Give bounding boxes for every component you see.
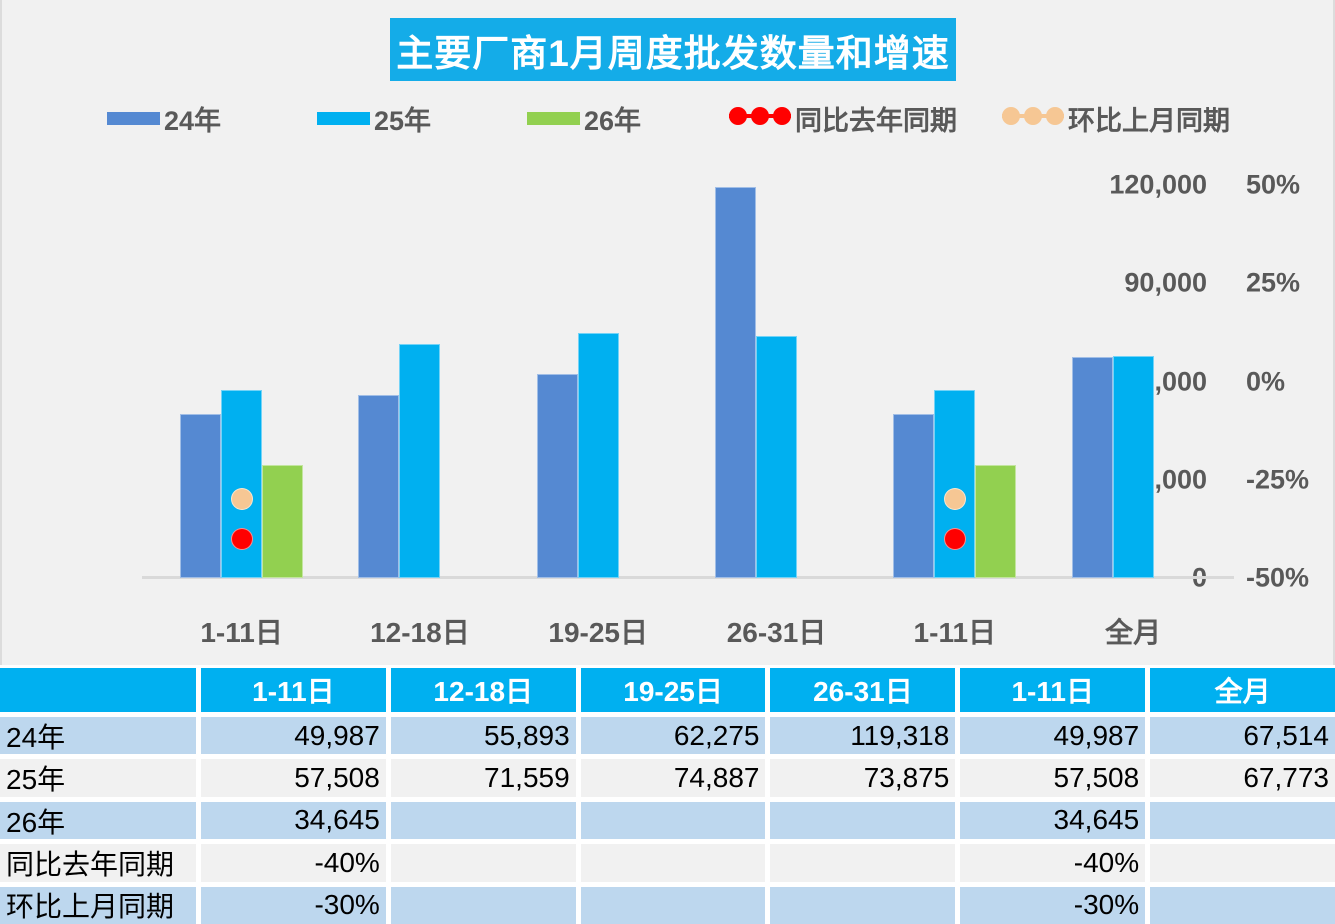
y-axis-tick-left: 90,000 <box>1124 267 1207 298</box>
table-cell: -40% <box>960 844 1146 882</box>
legend-label: 24年 <box>164 105 222 136</box>
chart-bar <box>934 389 976 578</box>
table-header-cell: 12-18日 <box>390 668 576 712</box>
y-axis-tick-right: -25% <box>1246 464 1310 495</box>
table-header-cell <box>0 668 196 712</box>
chart-bar <box>577 332 619 578</box>
chart-bar <box>399 343 441 578</box>
legend-bar-swatch-icon <box>317 111 370 125</box>
table-cell: 74,887 <box>580 759 766 797</box>
legend-bar-swatch-icon <box>527 111 580 125</box>
chart-bar <box>536 374 578 578</box>
table-cell: 49,987 <box>960 717 1146 755</box>
legend-bar-swatch-icon <box>107 111 160 125</box>
y-axis-tick-right: 0% <box>1246 366 1286 396</box>
table-cell <box>1150 844 1335 882</box>
table-cell <box>1150 801 1335 840</box>
legend-item: 同比去年同期 <box>729 103 957 136</box>
y-axis-tick-right: 50% <box>1246 169 1301 200</box>
table-cell <box>390 844 576 882</box>
chart-bar <box>1112 356 1154 578</box>
x-axis-label: 26-31日 <box>726 617 827 648</box>
table-row-label: 26年 <box>0 801 196 840</box>
table-cell <box>580 844 766 882</box>
x-axis-label: 全月 <box>1105 617 1162 648</box>
table-header-cell: 26-31日 <box>770 668 956 712</box>
table-cell <box>1150 886 1335 924</box>
table-cell <box>580 886 766 924</box>
chart-bar <box>262 464 304 578</box>
chart-bar <box>893 414 935 578</box>
chart-bar <box>358 394 400 578</box>
table-cell: 34,645 <box>960 801 1146 840</box>
legend-item: 26年 <box>527 103 641 136</box>
chart-bar <box>756 336 797 578</box>
table-cell: 34,645 <box>201 801 386 840</box>
table-cell <box>580 801 766 840</box>
table-row-label: 环比上月同期 <box>0 886 196 924</box>
legend-label: 同比去年同期 <box>795 105 957 136</box>
table-header-cell: 1-11日 <box>960 668 1146 712</box>
chart-dot <box>230 488 253 511</box>
legend-label: 环比上月同期 <box>1068 105 1230 136</box>
table-cell <box>770 801 956 840</box>
data-table: 1-11日 12-18日 19-25日 26-31日 1-11日 全月 24年 49,987 5… <box>0 665 1335 924</box>
legend-label: 26年 <box>584 105 642 136</box>
table-cell: 57,508 <box>960 759 1146 797</box>
chart-bar <box>180 414 222 578</box>
table-cell: 62,275 <box>580 717 766 755</box>
table-row-label: 24年 <box>0 717 196 755</box>
chart-bar <box>715 187 756 578</box>
table-cell: 67,773 <box>1150 759 1335 797</box>
table-cell <box>390 886 576 924</box>
chart-bar <box>1071 356 1113 578</box>
table-row-label: 25年 <box>0 759 196 797</box>
x-axis-label: 1-11日 <box>200 617 283 648</box>
table-cell <box>770 886 956 924</box>
table-cell: -30% <box>960 886 1146 924</box>
legend-item: 环比上月同期 <box>1002 103 1230 136</box>
table-cell: 119,318 <box>770 717 956 755</box>
legend-item: 24年 <box>107 103 221 136</box>
table-cell: -30% <box>201 886 386 924</box>
table-cell: 55,893 <box>390 717 576 755</box>
chart-title: 主要厂商1月周度批发数量和增速 <box>390 18 956 81</box>
x-axis-label: 1-11日 <box>913 617 997 648</box>
table-cell: 57,508 <box>201 759 386 797</box>
legend-label: 25年 <box>374 105 432 136</box>
table-row-label: 同比去年同期 <box>0 844 196 882</box>
chart-dot <box>943 488 966 511</box>
table-header-cell: 1-11日 <box>201 668 386 712</box>
table-cell: 71,559 <box>390 759 576 797</box>
chart-dot <box>230 527 253 550</box>
chart-dot <box>943 527 966 550</box>
table-cell: 73,875 <box>770 759 956 797</box>
table-header-cell: 19-25日 <box>580 668 766 712</box>
legend-item: 25年 <box>317 103 431 136</box>
legend-line-marker-icon <box>729 103 791 134</box>
y-axis-tick-left: 120,000 <box>1109 169 1207 200</box>
table-cell: -40% <box>201 844 386 882</box>
chart-section: 主要厂商1月周度批发数量和增速 24年 25年 26年 同比去年同期 环比上月同期 12… <box>0 0 1335 665</box>
table-cell: 49,987 <box>201 717 386 755</box>
y-axis-tick-right: -50% <box>1246 562 1310 593</box>
table-cell <box>390 801 576 840</box>
table-cell <box>770 844 956 882</box>
chart-bar <box>975 464 1017 578</box>
x-axis-label: 12-18日 <box>370 617 470 648</box>
x-axis-label: 19-25日 <box>548 617 648 648</box>
table-cell: 67,514 <box>1150 717 1335 755</box>
table-header-cell: 全月 <box>1150 668 1335 712</box>
chart-bar <box>221 389 263 578</box>
x-axis-line <box>142 576 1234 579</box>
y-axis-tick-right: 25% <box>1246 267 1301 298</box>
legend-line-marker-icon <box>1002 103 1064 134</box>
